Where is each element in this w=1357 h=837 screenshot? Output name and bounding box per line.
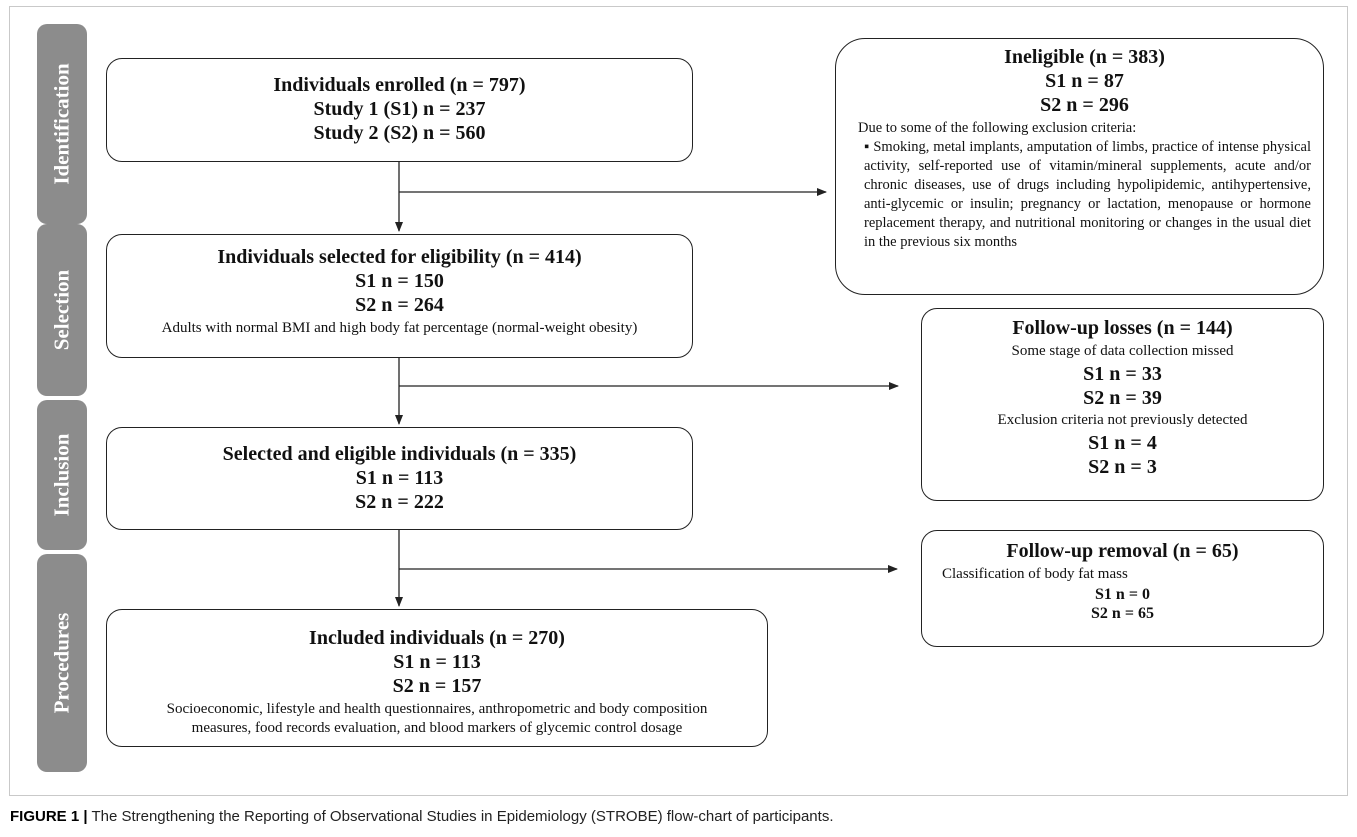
selected-title: Individuals selected for eligibility (n …	[217, 246, 582, 268]
selected-note: Adults with normal BMI and high body fat…	[161, 320, 638, 336]
removal-s1: S1 n = 0	[1095, 586, 1150, 603]
losses-s1: S1 n = 33	[1083, 363, 1162, 385]
box-eligible: Selected and eligible individuals (n = 3…	[106, 427, 693, 530]
box-selected: Individuals selected for eligibility (n …	[106, 234, 693, 358]
box-included: Included individuals (n = 270) S1 n = 11…	[106, 609, 768, 747]
box-follow-up-losses: Follow-up losses (n = 144) Some stage of…	[921, 308, 1324, 501]
enrolled-title: Individuals enrolled (n = 797)	[273, 74, 526, 96]
removal-title: Follow-up removal (n = 65)	[1006, 540, 1239, 562]
losses-s1-b: S1 n = 4	[1088, 432, 1157, 454]
ineligible-criteria: ▪ Smoking, metal implants, amputation of…	[864, 139, 1311, 250]
ineligible-intro: Due to some of the following exclusion c…	[858, 120, 1137, 136]
losses-s2-b: S2 n = 3	[1088, 456, 1157, 478]
caption-label: FIGURE 1 |	[10, 808, 88, 825]
included-s2: S2 n = 157	[392, 675, 482, 697]
losses-sub2: Exclusion criteria not previously detect…	[997, 412, 1248, 428]
stage-selection: Selection	[37, 224, 87, 396]
removal-sub1: Classification of body fat mass	[942, 566, 1128, 582]
box-enrolled: Individuals enrolled (n = 797) Study 1 (…	[106, 58, 693, 162]
included-title: Included individuals (n = 270)	[309, 627, 565, 649]
figure-caption: FIGURE 1 | The Strengthening the Reporti…	[10, 808, 833, 825]
losses-title: Follow-up losses (n = 144)	[1012, 317, 1233, 339]
removal-s2: S2 n = 65	[1091, 605, 1154, 622]
included-note-line1: Socioeconomic, lifestyle and health ques…	[166, 701, 708, 717]
enrolled-study2: Study 2 (S2) n = 560	[313, 122, 486, 144]
stage-procedures: Procedures	[37, 554, 87, 772]
figure-frame	[9, 6, 1348, 796]
losses-s2: S2 n = 39	[1083, 387, 1162, 409]
ineligible-s2: S2 n = 296	[1040, 94, 1129, 116]
enrolled-study1: Study 1 (S1) n = 237	[313, 98, 486, 120]
selected-s2: S2 n = 264	[355, 294, 444, 316]
caption-text: The Strengthening the Reporting of Obser…	[87, 808, 834, 825]
included-s1: S1 n = 113	[393, 651, 481, 673]
losses-sub1: Some stage of data collection missed	[1011, 343, 1234, 359]
box-ineligible: Ineligible (n = 383) S1 n = 87 S2 n = 29…	[835, 38, 1324, 295]
stage-identification: Identification	[37, 24, 87, 224]
ineligible-s1: S1 n = 87	[1045, 70, 1124, 92]
box-follow-up-removal: Follow-up removal (n = 65) Classificatio…	[921, 530, 1324, 647]
selected-s1: S1 n = 150	[355, 270, 444, 292]
stage-inclusion: Inclusion	[37, 400, 87, 550]
ineligible-title: Ineligible (n = 383)	[1004, 46, 1165, 68]
eligible-s2: S2 n = 222	[355, 491, 444, 513]
eligible-title: Selected and eligible individuals (n = 3…	[222, 443, 577, 465]
included-note-line2: measures, food records evaluation, and b…	[191, 720, 683, 736]
eligible-s1: S1 n = 113	[355, 467, 444, 489]
